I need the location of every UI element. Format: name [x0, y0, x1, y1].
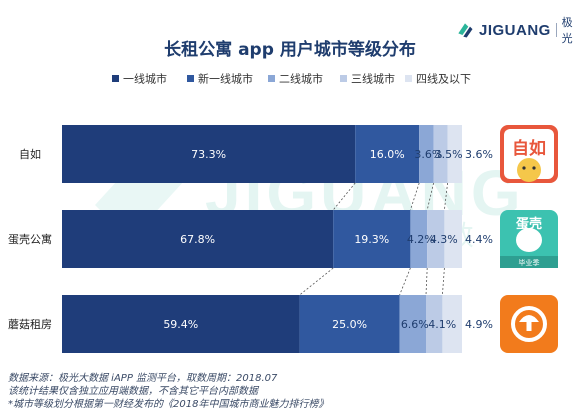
legend-label: 新一线城市	[198, 72, 253, 86]
data-label: 4.3%	[430, 233, 458, 246]
data-label: 4.2%	[407, 233, 435, 246]
data-label: 3.6%	[414, 148, 442, 161]
data-label: 6.6%	[401, 318, 429, 331]
legend-label: 四线及以下	[416, 72, 471, 86]
data-label: 4.4%	[465, 233, 493, 246]
bar-segment	[442, 295, 462, 353]
chart-title: 长租公寓 app 用户城市等级分布	[164, 39, 416, 60]
brand-logo: JIGUANG 极光	[455, 14, 580, 46]
svg-text:蛋壳: 蛋壳	[516, 216, 542, 232]
category-label: 蘑菇租房	[8, 317, 52, 331]
connector-line	[332, 182, 356, 211]
bar-segment	[333, 210, 411, 268]
connector-line	[299, 267, 334, 296]
bar-segment	[399, 295, 426, 353]
category-label: 自如	[19, 147, 41, 161]
mogu-app-icon	[500, 295, 558, 353]
bar-segment	[62, 210, 334, 268]
brand-name: JIGUANG	[479, 21, 551, 39]
data-label: 16.0%	[370, 148, 405, 161]
connector-line	[444, 182, 448, 211]
legend-swatch	[268, 75, 275, 82]
jiguang-logo-icon	[458, 23, 473, 38]
brand-divider	[555, 23, 557, 37]
data-label: 25.0%	[332, 318, 367, 331]
bar-segment	[419, 125, 434, 183]
data-label: 3.5%	[435, 148, 463, 161]
legend-swatch	[340, 75, 347, 82]
data-label: 19.3%	[354, 233, 389, 246]
connector-line	[442, 267, 445, 296]
bar-segment	[444, 210, 462, 268]
brand-name-cn: 极光	[561, 16, 573, 45]
legend-swatch	[187, 75, 194, 82]
bar-segment	[447, 125, 462, 183]
legend-label: 二线城市	[279, 72, 323, 86]
bar-segment	[355, 125, 420, 183]
connector-line	[399, 267, 411, 296]
legend-swatch	[405, 75, 412, 82]
svg-text:自如: 自如	[512, 138, 546, 159]
data-label: 3.6%	[465, 148, 493, 161]
connector-line	[426, 182, 434, 211]
bar-segment	[426, 295, 443, 353]
legend-swatch	[112, 75, 119, 82]
bar-segment	[299, 295, 400, 353]
data-label: 73.3%	[191, 148, 226, 161]
legend-label: 三线城市	[351, 72, 395, 86]
category-label: 蛋壳公寓	[8, 232, 52, 246]
bar-segment	[433, 125, 448, 183]
connector-line	[425, 267, 428, 296]
connector-line	[410, 182, 420, 211]
footer-notes: 数据来源：极光大数据 iAPP 监测平台，取数周期：2018.07 该统计结果仅…	[8, 372, 328, 411]
bar-segment	[410, 210, 428, 268]
footer-line: 数据来源：极光大数据 iAPP 监测平台，取数周期：2018.07	[8, 373, 278, 384]
data-label: 59.4%	[163, 318, 198, 331]
bar-segment	[62, 125, 356, 183]
legend-label: 一线城市	[123, 72, 167, 86]
bar-segment	[427, 210, 445, 268]
bar-segment	[62, 295, 300, 353]
data-label: 67.8%	[180, 233, 215, 246]
svg-text:毕业季: 毕业季	[519, 258, 540, 267]
footer-line: 该统计结果仅含独立应用端数据，不含其它平台内部数据	[8, 386, 258, 397]
data-label: 4.1%	[428, 318, 456, 331]
footer-line: *城市等级划分根据第一财经发布的《2018年中国城市商业魅力排行榜》	[8, 399, 329, 410]
ziroom-app-icon: 自如	[500, 125, 558, 183]
data-label: 4.9%	[465, 318, 493, 331]
legend: 一线城市 新一线城市 二线城市 三线城市 四线及以下	[112, 72, 471, 86]
